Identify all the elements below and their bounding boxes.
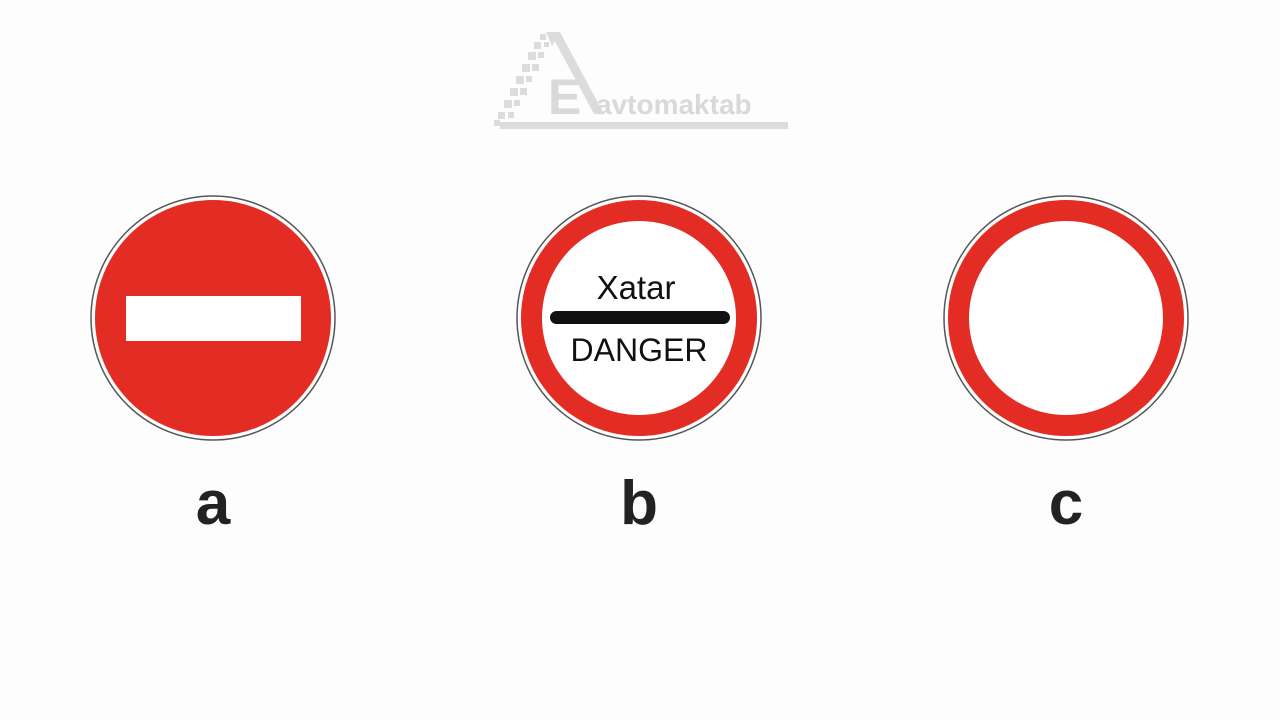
option-label-c[interactable]: c [1048,469,1084,538]
watermark-triangle-edge [550,32,604,114]
sign-b-black-bar [550,311,730,324]
sign-b-text-top: Xatar [597,269,676,306]
watermark-pixel-dots [494,34,549,127]
option-label-a[interactable]: a [195,469,231,538]
no-vehicles-sign-graphic [943,195,1189,441]
watermark-brand-text: avtomaktab [596,89,752,120]
sign-c-no-vehicles[interactable] [943,195,1189,441]
option-label-b[interactable]: b [620,469,658,538]
sign-b-text-bottom: DANGER [571,332,708,368]
sign-b-danger[interactable]: Xatar DANGER [516,195,762,441]
watermark-graphic: E avtomaktab [494,32,788,129]
watermark-letter: E [548,69,581,125]
avtomaktab-watermark-logo: E avtomaktab [488,28,792,136]
watermark-triangle-apex [546,32,560,46]
sign-a-no-entry[interactable] [90,195,336,441]
sign-a-white-bar [126,296,301,341]
danger-sign-graphic: Xatar DANGER [516,195,762,441]
sign-c-white-center [969,221,1163,415]
watermark-baseline [500,122,788,129]
no-entry-sign-graphic [90,195,336,441]
